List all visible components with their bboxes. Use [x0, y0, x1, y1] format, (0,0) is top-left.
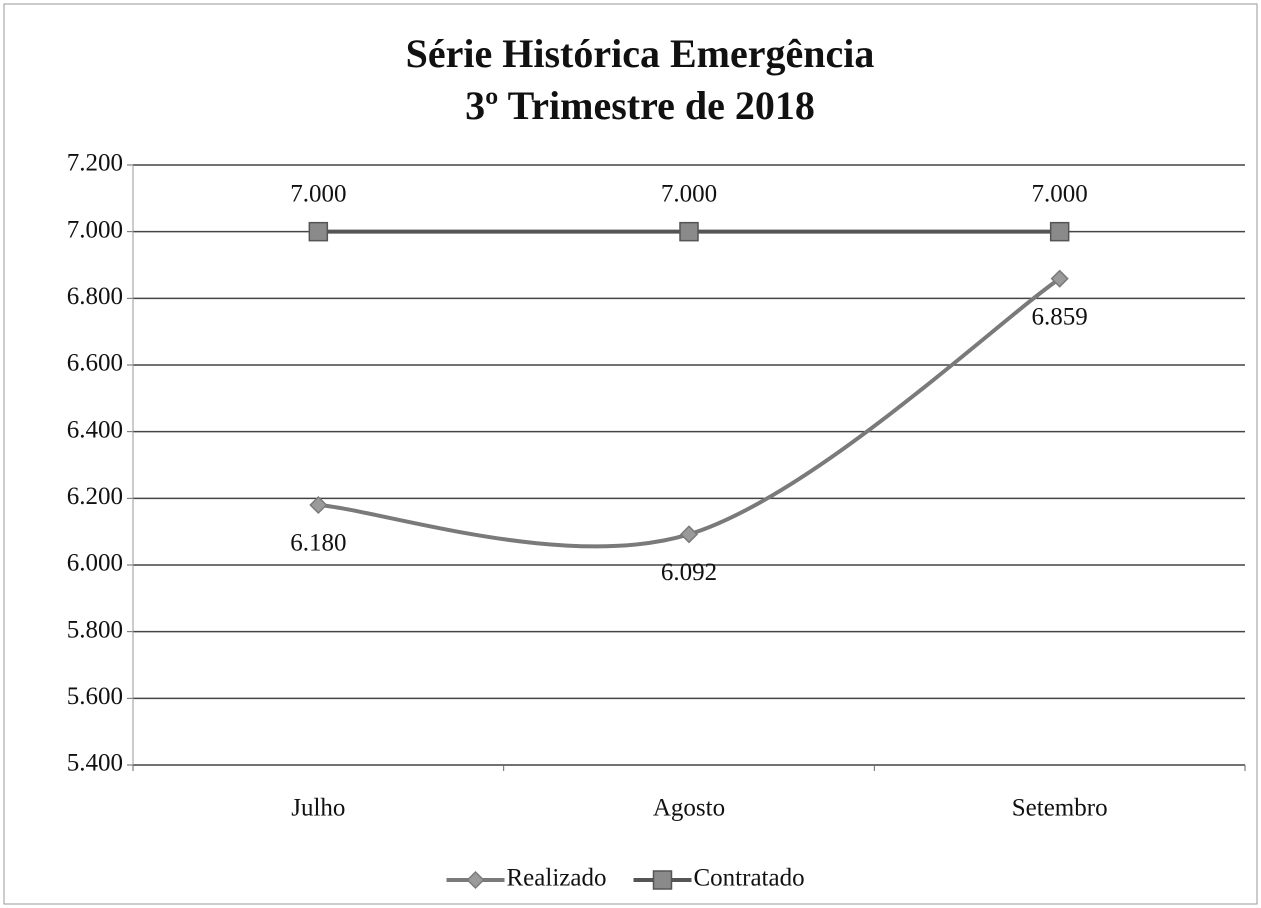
- data-point: [1050, 269, 1069, 288]
- chart-frame: [3, 3, 1258, 905]
- y-tick-label: 6.400: [67, 416, 123, 443]
- data-label: 6.859: [1032, 303, 1088, 330]
- data-point: [1049, 221, 1070, 242]
- y-tick-label: 7.000: [67, 216, 123, 243]
- legend-marker: [466, 870, 485, 890]
- y-tick-label: 5.600: [67, 683, 123, 710]
- legend-marker: [652, 870, 673, 890]
- legend-label: Realizado: [507, 865, 607, 892]
- y-tick-label: 5.800: [67, 616, 123, 643]
- data-label: 6.092: [661, 559, 717, 586]
- data-point: [309, 495, 328, 515]
- data-label: 7.000: [290, 180, 346, 207]
- y-tick-label: 6.000: [67, 550, 123, 577]
- y-tick-label: 5.400: [67, 750, 123, 777]
- chart-subtitle: 3º Trimestre de 2018: [465, 83, 815, 128]
- data-label: 7.000: [1032, 180, 1088, 207]
- data-point: [679, 221, 699, 242]
- chart-title: Série Histórica Emergência: [406, 31, 875, 76]
- data-label: 6.180: [290, 530, 346, 557]
- data-point: [679, 525, 699, 544]
- y-tick-label: 6.200: [67, 483, 123, 510]
- data-point: [308, 221, 329, 242]
- x-tick-label: Agosto: [653, 795, 725, 822]
- data-label: 7.000: [661, 180, 717, 207]
- y-tick-label: 6.800: [67, 283, 123, 310]
- x-tick-label: Julho: [291, 795, 345, 822]
- y-tick-label: 7.200: [67, 150, 123, 177]
- series-line: [318, 277, 1061, 549]
- legend-label: Contratado: [694, 865, 805, 892]
- y-tick-label: 6.600: [67, 350, 123, 377]
- x-tick-label: Setembro: [1012, 795, 1108, 822]
